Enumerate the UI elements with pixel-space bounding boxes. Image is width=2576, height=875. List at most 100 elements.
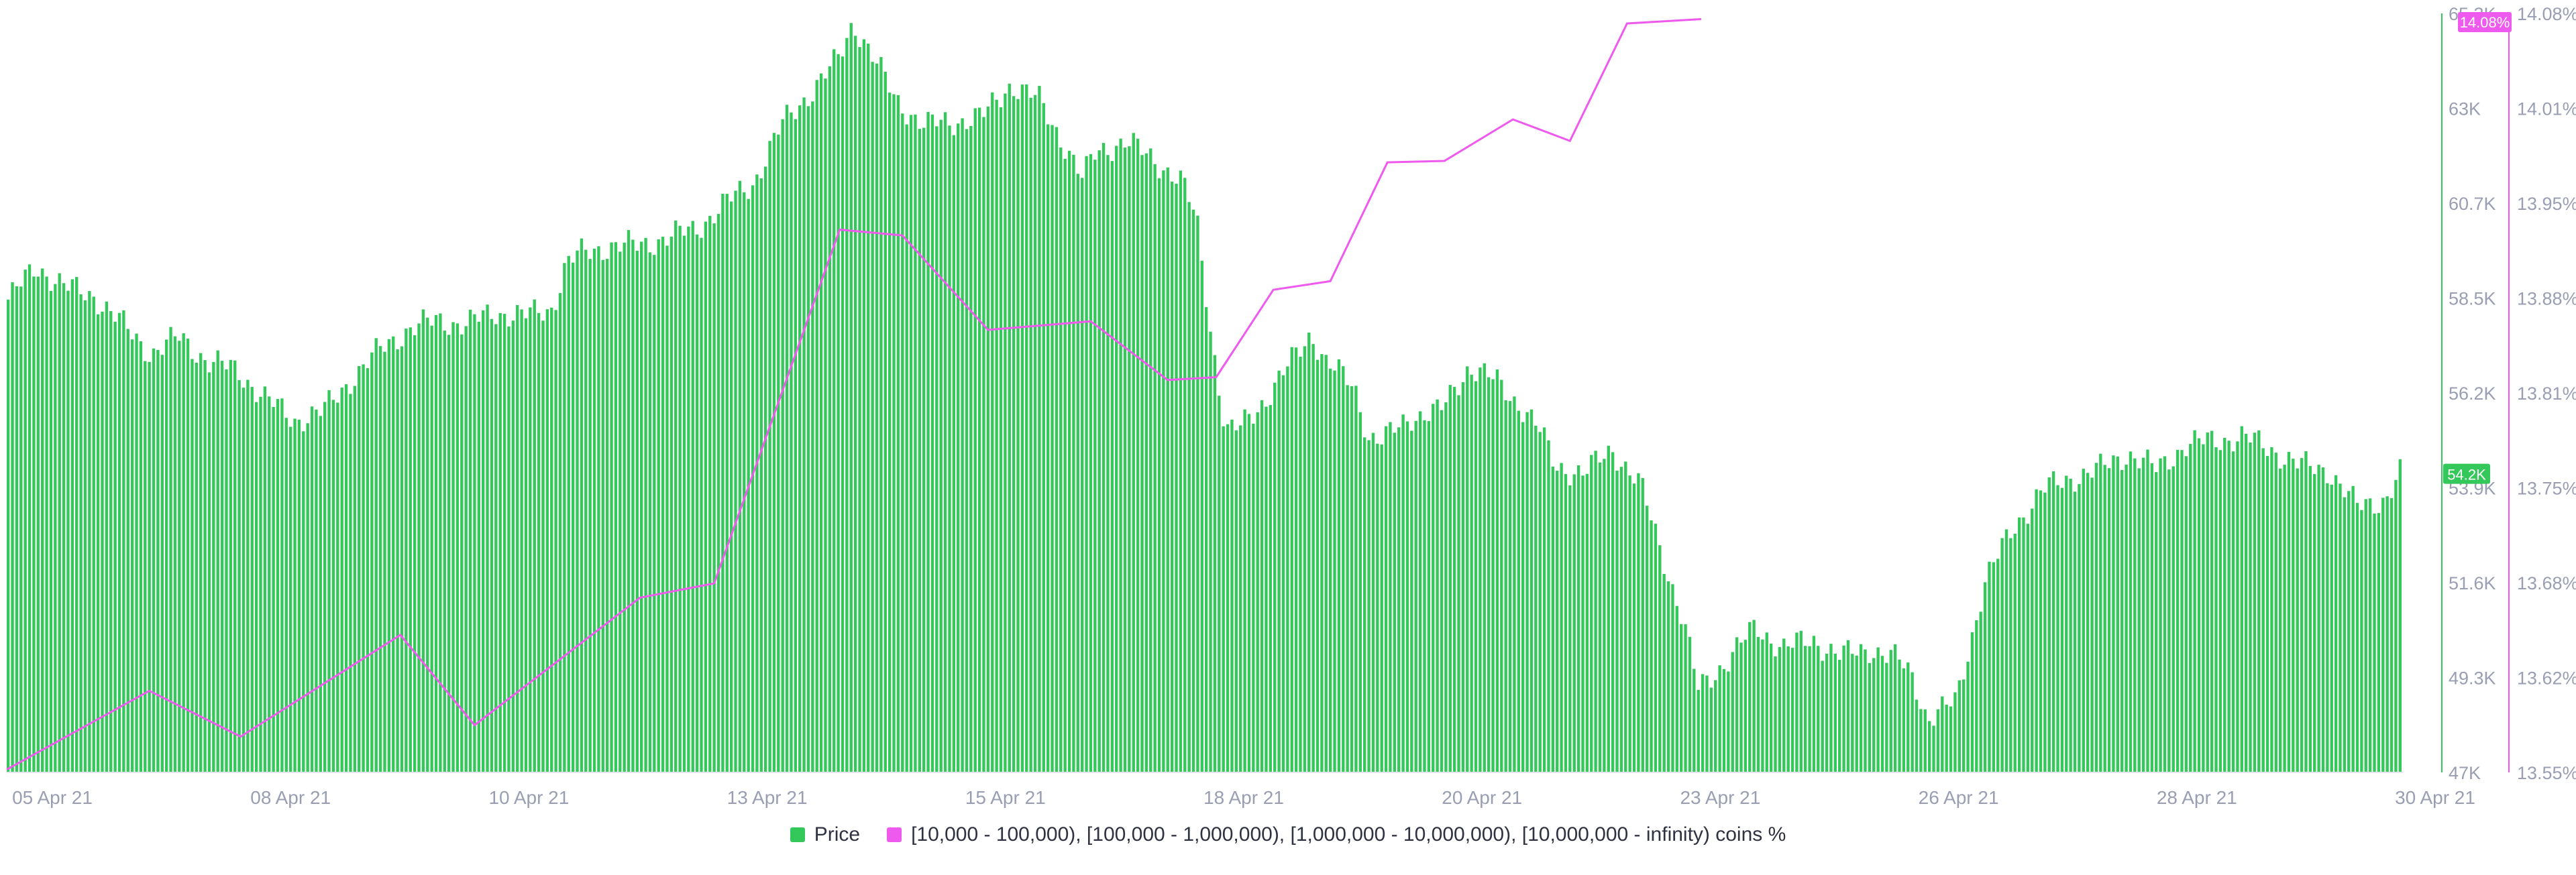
price-bar — [734, 190, 737, 772]
price-bar — [1529, 409, 1534, 772]
price-bar — [2103, 465, 2106, 772]
price-bar — [1680, 624, 1683, 772]
price-bar — [1697, 689, 1700, 772]
price-bar — [1162, 170, 1165, 772]
price-bar — [606, 259, 609, 773]
price-bar — [1097, 150, 1101, 772]
price-bar — [973, 108, 977, 773]
price-bar — [1581, 475, 1585, 772]
price-bar — [1756, 636, 1760, 772]
price-bar — [691, 221, 694, 772]
price-bar — [2116, 456, 2119, 772]
price-bar — [1735, 637, 1739, 772]
price-bar — [1495, 369, 1499, 772]
price-bar — [2249, 443, 2252, 772]
price-bar — [708, 215, 712, 773]
price-bar — [1568, 485, 1572, 772]
price-bar — [610, 242, 613, 772]
price-bar — [1645, 506, 1649, 772]
price-bar — [400, 346, 404, 772]
price-bar — [1551, 466, 1554, 772]
price-bar — [943, 112, 947, 773]
price-bar — [41, 268, 44, 772]
price-bar — [2385, 496, 2389, 772]
price-bar — [743, 192, 746, 772]
price-bar — [1988, 561, 1991, 772]
price-bar — [977, 107, 981, 772]
price-bar — [195, 363, 198, 772]
price-bar — [156, 349, 160, 772]
price-bar — [867, 44, 870, 773]
price-bar — [2155, 472, 2158, 772]
price-bar — [995, 99, 998, 773]
price-bar — [2339, 483, 2342, 772]
price-bar — [1893, 644, 1897, 772]
price-bar — [802, 97, 806, 773]
x-tick-label: 15 Apr 21 — [965, 787, 1046, 808]
price-bar — [1953, 692, 1957, 772]
price-bar — [751, 185, 755, 772]
price-bar — [92, 296, 95, 772]
price-bar — [640, 241, 643, 772]
price-bar — [2308, 466, 2312, 772]
price-bar — [2202, 444, 2205, 772]
price-bar — [571, 262, 575, 772]
price-bar — [178, 341, 181, 772]
price-bar — [2180, 450, 2184, 772]
price-bar — [1350, 386, 1354, 772]
price-bar — [2094, 463, 2098, 772]
price-bar — [331, 400, 335, 772]
price-bar — [1572, 474, 1576, 772]
price-bar — [182, 333, 185, 772]
price-bar — [1962, 679, 1966, 772]
price-bar — [811, 101, 814, 772]
price-bar — [669, 236, 674, 772]
price-bar — [930, 114, 934, 772]
price-bar — [918, 129, 921, 773]
price-bar — [2125, 464, 2128, 772]
price-bar — [58, 273, 61, 773]
price-bar — [1281, 375, 1285, 772]
price-bar — [1752, 620, 1756, 772]
price-bar — [1684, 624, 1687, 772]
price-bar — [23, 270, 27, 773]
price-bar — [1761, 639, 1764, 772]
price-bar — [819, 73, 823, 772]
price-bar — [926, 111, 930, 772]
price-bar — [392, 336, 395, 772]
price-bar — [2334, 475, 2338, 772]
price-bar — [982, 117, 985, 772]
price-bar — [1902, 668, 1906, 772]
price-tick-label: 49.3K — [2449, 668, 2496, 689]
price-bar — [315, 409, 318, 772]
price-bar — [1915, 699, 1919, 772]
price-bar — [883, 72, 887, 772]
price-bar — [1016, 99, 1020, 772]
legend-item-coins-percent[interactable]: [10,000 - 100,000), [100,000 - 1,000,000… — [887, 823, 1786, 846]
price-bar — [1230, 419, 1234, 772]
price-bar — [15, 286, 19, 772]
x-tick-label: 23 Apr 21 — [1680, 787, 1760, 808]
price-bar — [135, 333, 138, 772]
price-bar — [1038, 86, 1041, 773]
price-bar — [1889, 650, 1892, 772]
price-bar — [1081, 178, 1084, 772]
price-bar — [1384, 426, 1388, 772]
price-bar — [1389, 422, 1392, 772]
price-bar — [1474, 381, 1478, 772]
price-bar — [1491, 379, 1495, 772]
price-bar — [439, 313, 442, 772]
legend-item-price[interactable]: Price — [790, 823, 860, 846]
price-bar — [785, 105, 789, 773]
price-bar — [1722, 668, 1726, 772]
price-bar — [1654, 524, 1658, 772]
price-bar — [233, 360, 237, 772]
price-bar — [1333, 370, 1336, 772]
price-bar — [815, 80, 818, 772]
price-bar — [79, 294, 83, 772]
price-bar — [1864, 649, 1867, 772]
price-bar — [1432, 404, 1435, 772]
price-bar — [241, 388, 246, 772]
percent-tick-label: 13.62% — [2517, 668, 2576, 689]
price-bar — [901, 113, 904, 772]
